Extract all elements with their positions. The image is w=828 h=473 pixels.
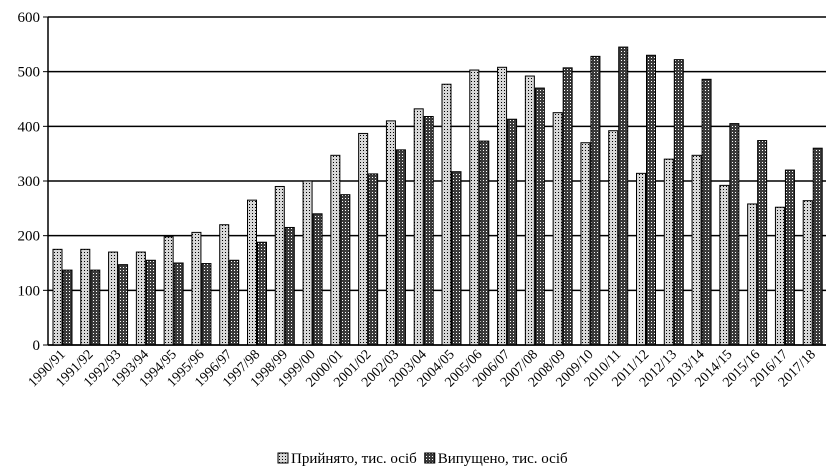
bar bbox=[135, 251, 146, 346]
bar bbox=[719, 184, 730, 346]
bar bbox=[590, 55, 601, 346]
bar bbox=[802, 200, 813, 346]
bar bbox=[580, 142, 591, 346]
bar bbox=[423, 115, 434, 346]
bar bbox=[608, 130, 619, 346]
bar bbox=[636, 172, 646, 346]
bar bbox=[62, 269, 73, 346]
legend-label: Випущено, тис. осіб bbox=[438, 451, 568, 467]
bar bbox=[747, 203, 758, 346]
bar bbox=[191, 231, 202, 346]
bar bbox=[757, 140, 768, 346]
bar bbox=[618, 46, 629, 346]
bar bbox=[302, 180, 313, 346]
bar bbox=[552, 112, 563, 346]
bar bbox=[701, 78, 712, 346]
bar bbox=[774, 206, 785, 346]
bar bbox=[413, 108, 424, 346]
bar bbox=[330, 154, 341, 346]
bar bbox=[229, 259, 240, 346]
y-tick-label: 0 bbox=[33, 338, 41, 354]
bar bbox=[368, 173, 379, 346]
bar bbox=[451, 171, 462, 346]
bar bbox=[284, 226, 295, 346]
legend-swatch bbox=[277, 452, 289, 464]
y-tick-label: 500 bbox=[18, 65, 41, 81]
bar bbox=[90, 269, 101, 346]
bar bbox=[163, 236, 174, 346]
bar bbox=[312, 213, 323, 346]
bar bbox=[441, 83, 452, 346]
bar bbox=[80, 248, 91, 346]
bar bbox=[663, 158, 674, 346]
y-tick-label: 200 bbox=[18, 229, 41, 245]
y-tick-label: 100 bbox=[18, 283, 41, 299]
bar bbox=[52, 248, 63, 346]
bar bbox=[395, 149, 406, 346]
bar bbox=[784, 169, 795, 346]
legend-swatch bbox=[424, 452, 436, 464]
bar bbox=[673, 59, 684, 346]
bar bbox=[562, 67, 573, 346]
bar bbox=[358, 132, 369, 346]
bar bbox=[479, 140, 490, 346]
bar bbox=[219, 224, 230, 346]
bar bbox=[247, 199, 257, 346]
bar bbox=[507, 118, 518, 346]
bar bbox=[145, 259, 156, 346]
bar bbox=[646, 54, 656, 346]
bar bbox=[812, 147, 823, 346]
bar bbox=[274, 185, 285, 346]
bar bbox=[118, 264, 129, 346]
y-tick-label: 400 bbox=[18, 119, 41, 135]
y-tick-label: 300 bbox=[18, 174, 41, 190]
bar bbox=[385, 120, 396, 346]
bar bbox=[524, 75, 535, 346]
bar bbox=[534, 87, 545, 346]
bar bbox=[340, 194, 351, 346]
legend-label: Прийнято, тис. осіб bbox=[291, 451, 417, 467]
bar bbox=[469, 69, 480, 346]
bar bbox=[257, 241, 267, 346]
bar bbox=[497, 66, 508, 346]
bar bbox=[108, 251, 119, 346]
y-tick-label: 600 bbox=[18, 10, 41, 26]
bar bbox=[201, 263, 212, 346]
bar bbox=[173, 262, 184, 346]
bar bbox=[729, 123, 740, 346]
bar bbox=[691, 154, 702, 346]
